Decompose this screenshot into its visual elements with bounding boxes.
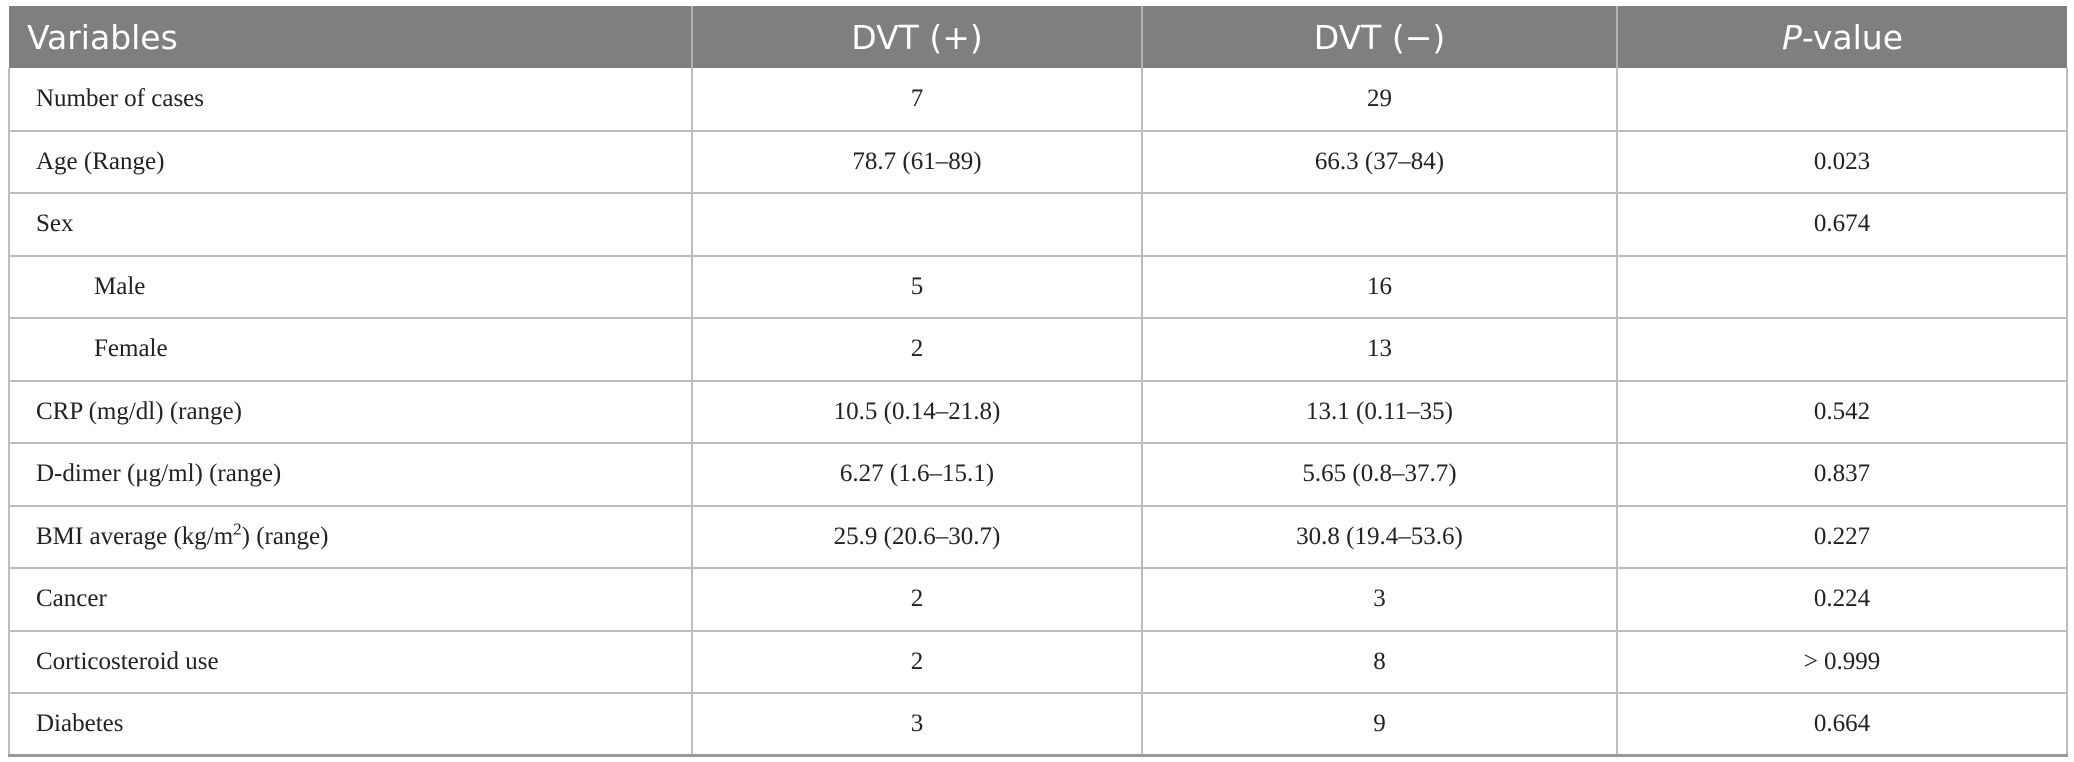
cell-dvt-negative: 8 bbox=[1141, 630, 1617, 693]
cell-dvt-negative: 30.8 (19.4–53.6) bbox=[1141, 505, 1617, 568]
table-body: Number of cases 7 29 Age (Range) 78.7 (6… bbox=[8, 68, 2068, 756]
table-row: CRP (mg/dl) (range) 10.5 (0.14–21.8) 13.… bbox=[8, 380, 2068, 443]
header-dvt-negative: DVT (−) bbox=[1141, 6, 1617, 68]
table-row: Sex 0.674 bbox=[8, 193, 2068, 256]
cell-p-value bbox=[1616, 318, 2068, 381]
row-label: BMI average (kg/m2) (range) bbox=[8, 505, 692, 568]
cell-dvt-negative: 13.1 (0.11–35) bbox=[1141, 380, 1617, 443]
row-label-sub: Female bbox=[8, 318, 692, 381]
cell-dvt-positive: 78.7 (61–89) bbox=[691, 130, 1142, 193]
cell-dvt-negative: 5.65 (0.8–37.7) bbox=[1141, 443, 1617, 506]
cell-dvt-positive: 2 bbox=[691, 318, 1142, 381]
cell-p-value: 0.837 bbox=[1616, 443, 2068, 506]
row-label-sub: Male bbox=[8, 255, 692, 318]
cell-dvt-positive: 3 bbox=[691, 693, 1142, 756]
table-row: BMI average (kg/m2) (range) 25.9 (20.6–3… bbox=[8, 505, 2068, 568]
table-row: Age (Range) 78.7 (61–89) 66.3 (37–84) 0.… bbox=[8, 130, 2068, 193]
cell-dvt-negative: 3 bbox=[1141, 568, 1617, 631]
row-label: CRP (mg/dl) (range) bbox=[8, 380, 692, 443]
table-row: Female 2 13 bbox=[8, 318, 2068, 381]
cell-dvt-negative bbox=[1141, 193, 1617, 256]
cell-p-value: 0.664 bbox=[1616, 693, 2068, 756]
header-p-rest: -value bbox=[1801, 17, 1904, 57]
row-label: Number of cases bbox=[8, 68, 692, 131]
cell-p-value: 0.542 bbox=[1616, 380, 2068, 443]
row-label: Sex bbox=[8, 193, 692, 256]
dvt-comparison-table: Variables DVT (+) DVT (−) P-value Number… bbox=[8, 6, 2068, 757]
data-table-container: Variables DVT (+) DVT (−) P-value Number… bbox=[8, 6, 2068, 757]
row-label: D-dimer (μg/ml) (range) bbox=[8, 443, 692, 506]
cell-dvt-positive: 10.5 (0.14–21.8) bbox=[691, 380, 1142, 443]
table-row: Number of cases 7 29 bbox=[8, 68, 2068, 131]
row-label-text-end: ) (range) bbox=[241, 522, 329, 550]
cell-dvt-negative: 29 bbox=[1141, 68, 1617, 131]
cell-dvt-positive: 2 bbox=[691, 630, 1142, 693]
cell-dvt-positive: 6.27 (1.6–15.1) bbox=[691, 443, 1142, 506]
row-label-text: BMI average (kg/m bbox=[36, 522, 234, 550]
cell-dvt-positive bbox=[691, 193, 1142, 256]
cell-p-value: > 0.999 bbox=[1616, 630, 2068, 693]
cell-dvt-negative: 13 bbox=[1141, 318, 1617, 381]
cell-dvt-negative: 16 bbox=[1141, 255, 1617, 318]
row-label-superscript: 2 bbox=[233, 519, 242, 539]
cell-p-value: 0.227 bbox=[1616, 505, 2068, 568]
cell-p-value: 0.023 bbox=[1616, 130, 2068, 193]
table-row: Corticosteroid use 2 8 > 0.999 bbox=[8, 630, 2068, 693]
table-row: Cancer 2 3 0.224 bbox=[8, 568, 2068, 631]
table-row: Male 5 16 bbox=[8, 255, 2068, 318]
cell-dvt-negative: 66.3 (37–84) bbox=[1141, 130, 1617, 193]
cell-dvt-positive: 25.9 (20.6–30.7) bbox=[691, 505, 1142, 568]
header-row: Variables DVT (+) DVT (−) P-value bbox=[9, 6, 2067, 68]
cell-dvt-positive: 7 bbox=[691, 68, 1142, 131]
cell-p-value bbox=[1616, 68, 2068, 131]
cell-p-value: 0.224 bbox=[1616, 568, 2068, 631]
row-label: Corticosteroid use bbox=[8, 630, 692, 693]
header-variables: Variables bbox=[27, 17, 178, 57]
cell-dvt-positive: 2 bbox=[691, 568, 1142, 631]
table-header: Variables DVT (+) DVT (−) P-value bbox=[9, 6, 2067, 68]
cell-dvt-positive: 5 bbox=[691, 255, 1142, 318]
cell-p-value: 0.674 bbox=[1616, 193, 2068, 256]
cell-p-value bbox=[1616, 255, 2068, 318]
table-row: D-dimer (μg/ml) (range) 6.27 (1.6–15.1) … bbox=[8, 443, 2068, 506]
row-label: Cancer bbox=[8, 568, 692, 631]
header-dvt-positive: DVT (+) bbox=[691, 6, 1142, 68]
row-label: Age (Range) bbox=[8, 130, 692, 193]
header-p-value: P-value bbox=[1616, 6, 2067, 68]
table-row: Diabetes 3 9 0.664 bbox=[8, 693, 2068, 756]
cell-dvt-negative: 9 bbox=[1141, 693, 1617, 756]
row-label: Diabetes bbox=[8, 693, 692, 756]
header-p-italic: P bbox=[1781, 17, 1802, 57]
